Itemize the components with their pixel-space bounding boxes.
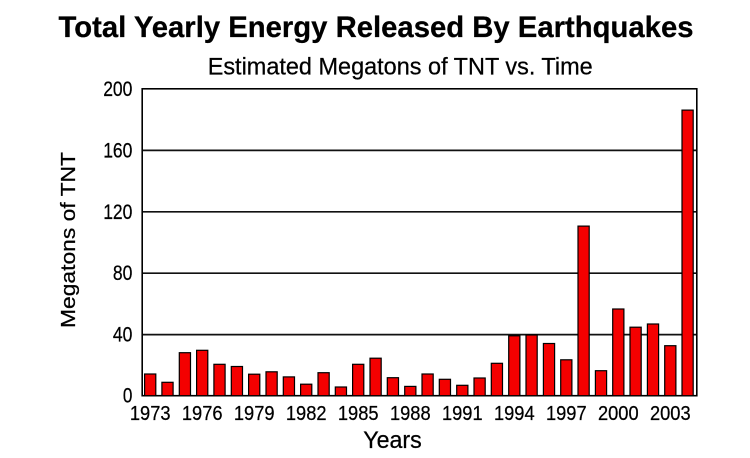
svg-text:40: 40	[113, 323, 133, 347]
svg-text:1997: 1997	[546, 403, 587, 425]
svg-text:1973: 1973	[130, 403, 171, 425]
svg-text:0: 0	[123, 384, 133, 408]
svg-text:160: 160	[103, 138, 132, 162]
svg-text:2003: 2003	[650, 403, 691, 425]
svg-text:1982: 1982	[286, 403, 327, 425]
svg-text:1985: 1985	[338, 403, 379, 425]
svg-text:1988: 1988	[390, 403, 431, 425]
svg-text:80: 80	[113, 261, 133, 285]
svg-text:Estimated Megatons of TNT vs.: Estimated Megatons of TNT vs. Time	[208, 55, 593, 81]
svg-text:Years: Years	[363, 428, 422, 454]
svg-text:1976: 1976	[182, 403, 223, 425]
svg-text:Megatons of TNT: Megatons of TNT	[58, 152, 80, 328]
svg-text:1979: 1979	[234, 403, 275, 425]
svg-text:Total Yearly Energy Released B: Total Yearly Energy Released By Earthqua…	[59, 11, 694, 44]
svg-text:200: 200	[103, 77, 132, 101]
svg-text:2000: 2000	[598, 403, 639, 425]
svg-text:120: 120	[103, 200, 132, 224]
svg-text:1991: 1991	[442, 403, 483, 425]
svg-text:1994: 1994	[494, 403, 535, 425]
